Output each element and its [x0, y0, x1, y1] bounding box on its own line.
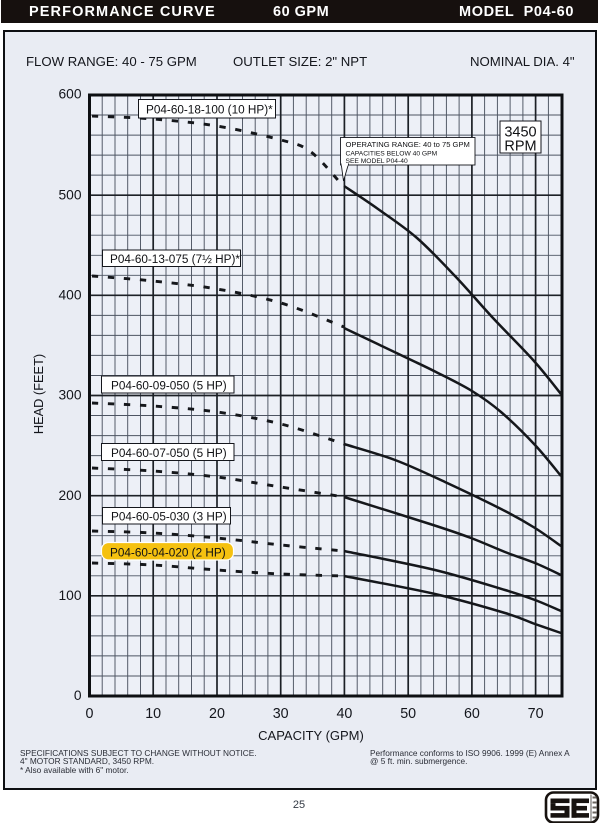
svg-text:20: 20	[209, 706, 225, 722]
svg-text:300: 300	[58, 388, 81, 403]
svg-text:P04-60-09-050 (5 HP): P04-60-09-050 (5 HP)	[111, 380, 227, 393]
svg-text:CAPACITIES BELOW 40 GPM: CAPACITIES BELOW 40 GPM	[346, 151, 438, 158]
svg-text:CAPACITY (GPM): CAPACITY (GPM)	[258, 728, 364, 743]
svg-text:0: 0	[74, 688, 82, 703]
svg-text:500: 500	[58, 188, 81, 203]
svg-text:70: 70	[528, 706, 544, 722]
svg-text:HEAD (FEET): HEAD (FEET)	[31, 354, 46, 434]
svg-text:30: 30	[273, 706, 289, 722]
svg-text:40: 40	[336, 706, 352, 722]
svg-text:RPM: RPM	[504, 139, 536, 155]
svg-text:P04-60-07-050 (5 HP): P04-60-07-050 (5 HP)	[111, 447, 227, 460]
svg-text:600: 600	[58, 87, 81, 102]
svg-text:0: 0	[86, 706, 94, 722]
svg-text:50: 50	[400, 706, 416, 722]
svg-text:3450: 3450	[504, 125, 536, 141]
svg-text:200: 200	[58, 488, 81, 503]
svg-text:P04-60-05-030 (3 HP): P04-60-05-030 (3 HP)	[111, 511, 227, 524]
svg-text:400: 400	[58, 288, 81, 303]
svg-text:P04-60-04-020 (2 HP): P04-60-04-020 (2 HP)	[110, 547, 226, 560]
svg-text:P04-60-18-100 (10 HP)*: P04-60-18-100 (10 HP)*	[146, 104, 273, 117]
svg-text:SEE MODEL P04-40: SEE MODEL P04-40	[346, 158, 408, 165]
svg-text:OPERATING RANGE: 40 to 75 GPM: OPERATING RANGE: 40 to 75 GPM	[346, 140, 470, 149]
svg-text:60: 60	[464, 706, 480, 722]
svg-text:P04-60-13-075 (7½ HP)*: P04-60-13-075 (7½ HP)*	[110, 253, 240, 266]
svg-text:100: 100	[58, 588, 81, 603]
svg-text:10: 10	[145, 706, 161, 722]
